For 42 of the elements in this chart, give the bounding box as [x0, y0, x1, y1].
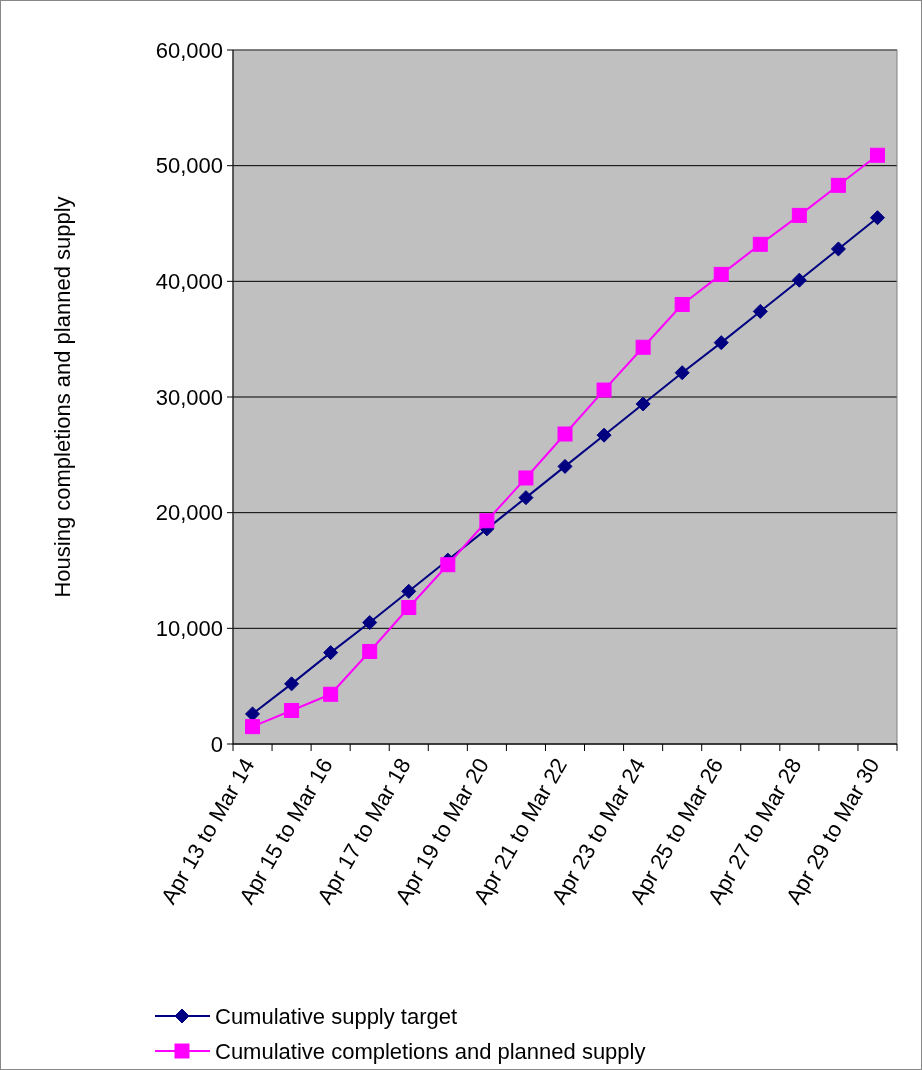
point: [674, 296, 690, 312]
legend-label: Cumulative supply target: [215, 1003, 458, 1029]
point: [245, 706, 261, 722]
point: [752, 303, 768, 319]
y-tick-label: 60,000: [155, 37, 223, 63]
point: [596, 427, 612, 443]
point: [752, 236, 768, 252]
point: [674, 365, 690, 381]
point: [635, 396, 651, 412]
point: [479, 513, 495, 529]
point: [635, 339, 651, 355]
point: [284, 676, 300, 692]
point: [518, 470, 534, 486]
point: [362, 643, 378, 659]
point: [362, 615, 378, 631]
y-tick-label: 40,000: [155, 269, 223, 295]
point: [401, 600, 417, 616]
point: [869, 147, 885, 163]
point: [713, 335, 729, 351]
point: [401, 583, 417, 599]
point: [596, 382, 612, 398]
point: [869, 210, 885, 226]
point: [830, 241, 846, 257]
y-tick-label: 20,000: [155, 500, 223, 526]
point: [557, 426, 573, 442]
y-tick-label: 50,000: [155, 153, 223, 179]
point: [323, 645, 339, 661]
point: [284, 702, 300, 718]
point: [245, 719, 261, 735]
y-tick-label: 10,000: [155, 616, 223, 642]
point: [713, 266, 729, 282]
y-tick-label: 30,000: [155, 384, 223, 410]
point: [518, 490, 534, 506]
point: [830, 177, 846, 193]
point: [791, 272, 807, 288]
y-tick-label: 0: [210, 731, 223, 757]
legend-label: Cumulative completions and planned supply: [215, 1038, 646, 1064]
point: [323, 686, 339, 702]
point: [557, 458, 573, 474]
point: [791, 207, 807, 223]
point: [440, 557, 456, 573]
y-axis-title: Housing completions and planned supply: [50, 196, 75, 598]
